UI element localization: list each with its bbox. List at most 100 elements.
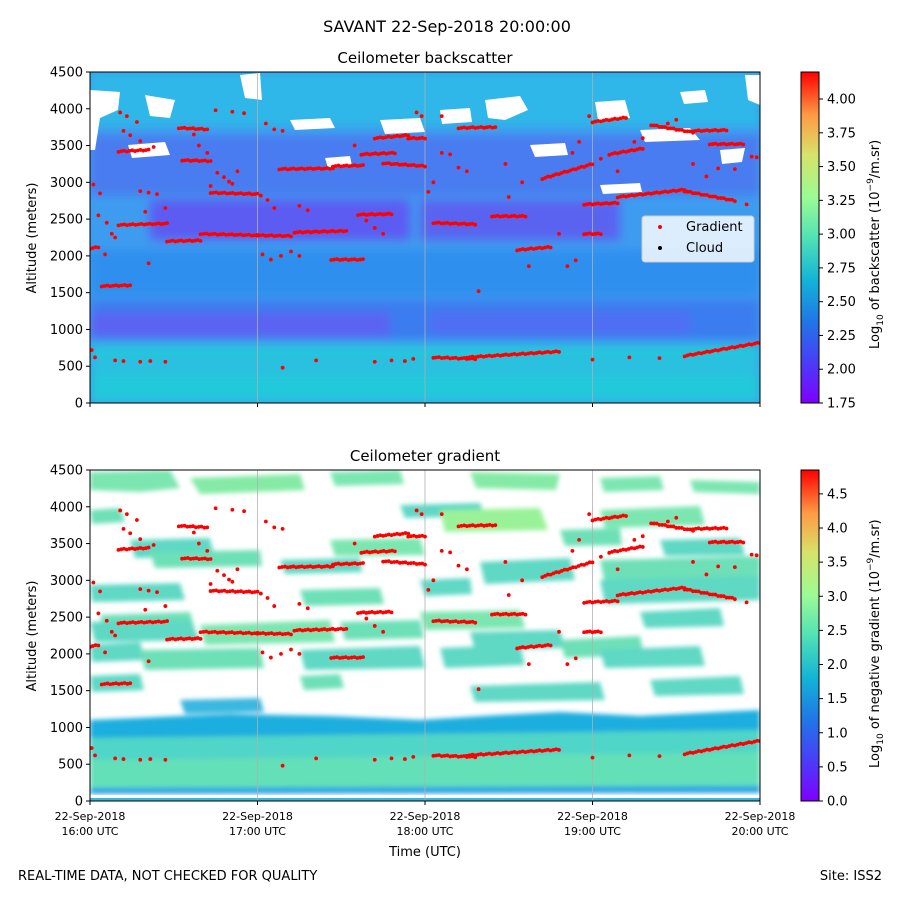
gradient-point — [96, 213, 101, 218]
gradient-point — [156, 619, 161, 624]
gradient-point — [99, 682, 104, 687]
gradient-point — [361, 655, 365, 660]
gradient-point — [565, 264, 570, 269]
gradient-point — [104, 220, 109, 225]
gradient-point — [442, 619, 447, 624]
legend-gradient-label: Gradient — [686, 220, 743, 235]
gradient-point — [409, 534, 413, 539]
gradient-point — [727, 197, 732, 202]
gradient-point — [255, 589, 260, 594]
gradient-point — [228, 191, 232, 196]
gradient-point — [322, 564, 327, 569]
gradient-point — [252, 590, 257, 594]
gradient-point — [263, 632, 268, 636]
gradient-point — [280, 565, 284, 569]
gradient-point — [205, 151, 210, 155]
gradient-point — [688, 352, 693, 357]
gradient-point — [624, 514, 628, 518]
gradient-point — [241, 233, 246, 238]
gradient-x-label: Time (UTC) — [388, 845, 461, 860]
gradient-point — [640, 534, 645, 539]
gradient-point — [467, 620, 472, 624]
gradient-point — [417, 163, 422, 168]
gradient-colorbar-label: Log10 of negative gradient (10−9/m.sr) — [866, 519, 886, 768]
gradient-point — [196, 541, 201, 546]
gradient-point — [344, 626, 349, 631]
gradient-point — [266, 631, 271, 636]
gradient-point — [116, 223, 121, 228]
gradient-point — [439, 549, 444, 553]
gradient-point — [598, 630, 603, 635]
backscatter-colorbar-tick-label: 2.00 — [827, 363, 856, 378]
gradient-point — [492, 612, 497, 617]
gradient-point — [582, 630, 587, 635]
gradient-point — [724, 526, 729, 531]
gradient-point — [297, 601, 302, 606]
gradient-point — [263, 519, 268, 524]
gradient-point — [638, 146, 642, 151]
gradient-point — [235, 630, 240, 635]
gradient-point — [509, 214, 514, 219]
gradient-point — [263, 121, 268, 126]
gradient-point — [93, 355, 97, 360]
gradient-point — [146, 545, 151, 550]
gradient-point — [289, 632, 293, 637]
gradient-point — [104, 618, 109, 623]
gradient-point — [590, 232, 595, 237]
gradient-point — [685, 527, 690, 532]
gradient-point — [411, 754, 416, 759]
gradient-point — [277, 167, 282, 172]
backscatter-colorbar-tick-label: 3.50 — [827, 160, 856, 175]
gradient-point — [198, 636, 203, 641]
gradient-point — [272, 127, 277, 132]
gradient-point — [215, 568, 220, 573]
gradient-y-tick-label: 3500 — [50, 537, 83, 552]
gradient-point — [587, 114, 592, 119]
gradient-point — [439, 221, 444, 226]
gradient-point — [459, 356, 464, 361]
gradient-point — [151, 543, 156, 547]
gradient-point — [193, 127, 198, 132]
gradient-point — [423, 136, 427, 141]
gradient-point — [621, 149, 626, 154]
gradient-point — [216, 589, 221, 594]
gradient-point — [343, 655, 348, 660]
gradient-point — [724, 595, 729, 600]
gradient-point — [116, 284, 121, 288]
gradient-point — [657, 124, 662, 129]
gradient-point — [389, 358, 394, 363]
gradient-point — [98, 589, 102, 594]
gradient-point — [459, 523, 464, 528]
gradient-point — [526, 264, 531, 269]
gradient-point — [200, 556, 204, 561]
gradient-point — [571, 167, 575, 172]
gradient-point — [201, 231, 206, 236]
gradient-point — [482, 125, 486, 130]
gradient-point — [372, 624, 377, 628]
gradient-point — [439, 151, 444, 155]
gradient-point — [258, 193, 263, 198]
gradient-point — [364, 616, 369, 621]
gradient-point — [208, 191, 213, 195]
gradient-point — [400, 560, 405, 565]
gradient-point — [649, 123, 654, 128]
gradient-point — [355, 656, 360, 660]
gradient-point — [280, 128, 285, 133]
backscatter-y-tick-label: 4000 — [50, 102, 83, 117]
gradient-point — [590, 560, 595, 565]
backscatter-colorbar: 1.75 2.00 2.25 2.50 2.75 3.00 3.25 3.50 3.75 4.00… — [800, 71, 886, 412]
gradient-point — [615, 201, 620, 206]
gradient-point — [125, 621, 129, 626]
gradient-y-tick-label: 4000 — [50, 500, 83, 515]
gradient-point — [719, 540, 723, 544]
gradient-point — [202, 127, 207, 132]
gradient-point — [696, 351, 701, 355]
gradient-point — [340, 655, 345, 660]
gradient-point — [702, 192, 707, 197]
gradient-point — [188, 524, 193, 529]
gradient-point — [417, 136, 422, 141]
gradient-point — [493, 523, 498, 528]
gradient-point — [143, 607, 148, 612]
gradient-point — [224, 233, 229, 237]
gradient-point — [442, 221, 447, 226]
